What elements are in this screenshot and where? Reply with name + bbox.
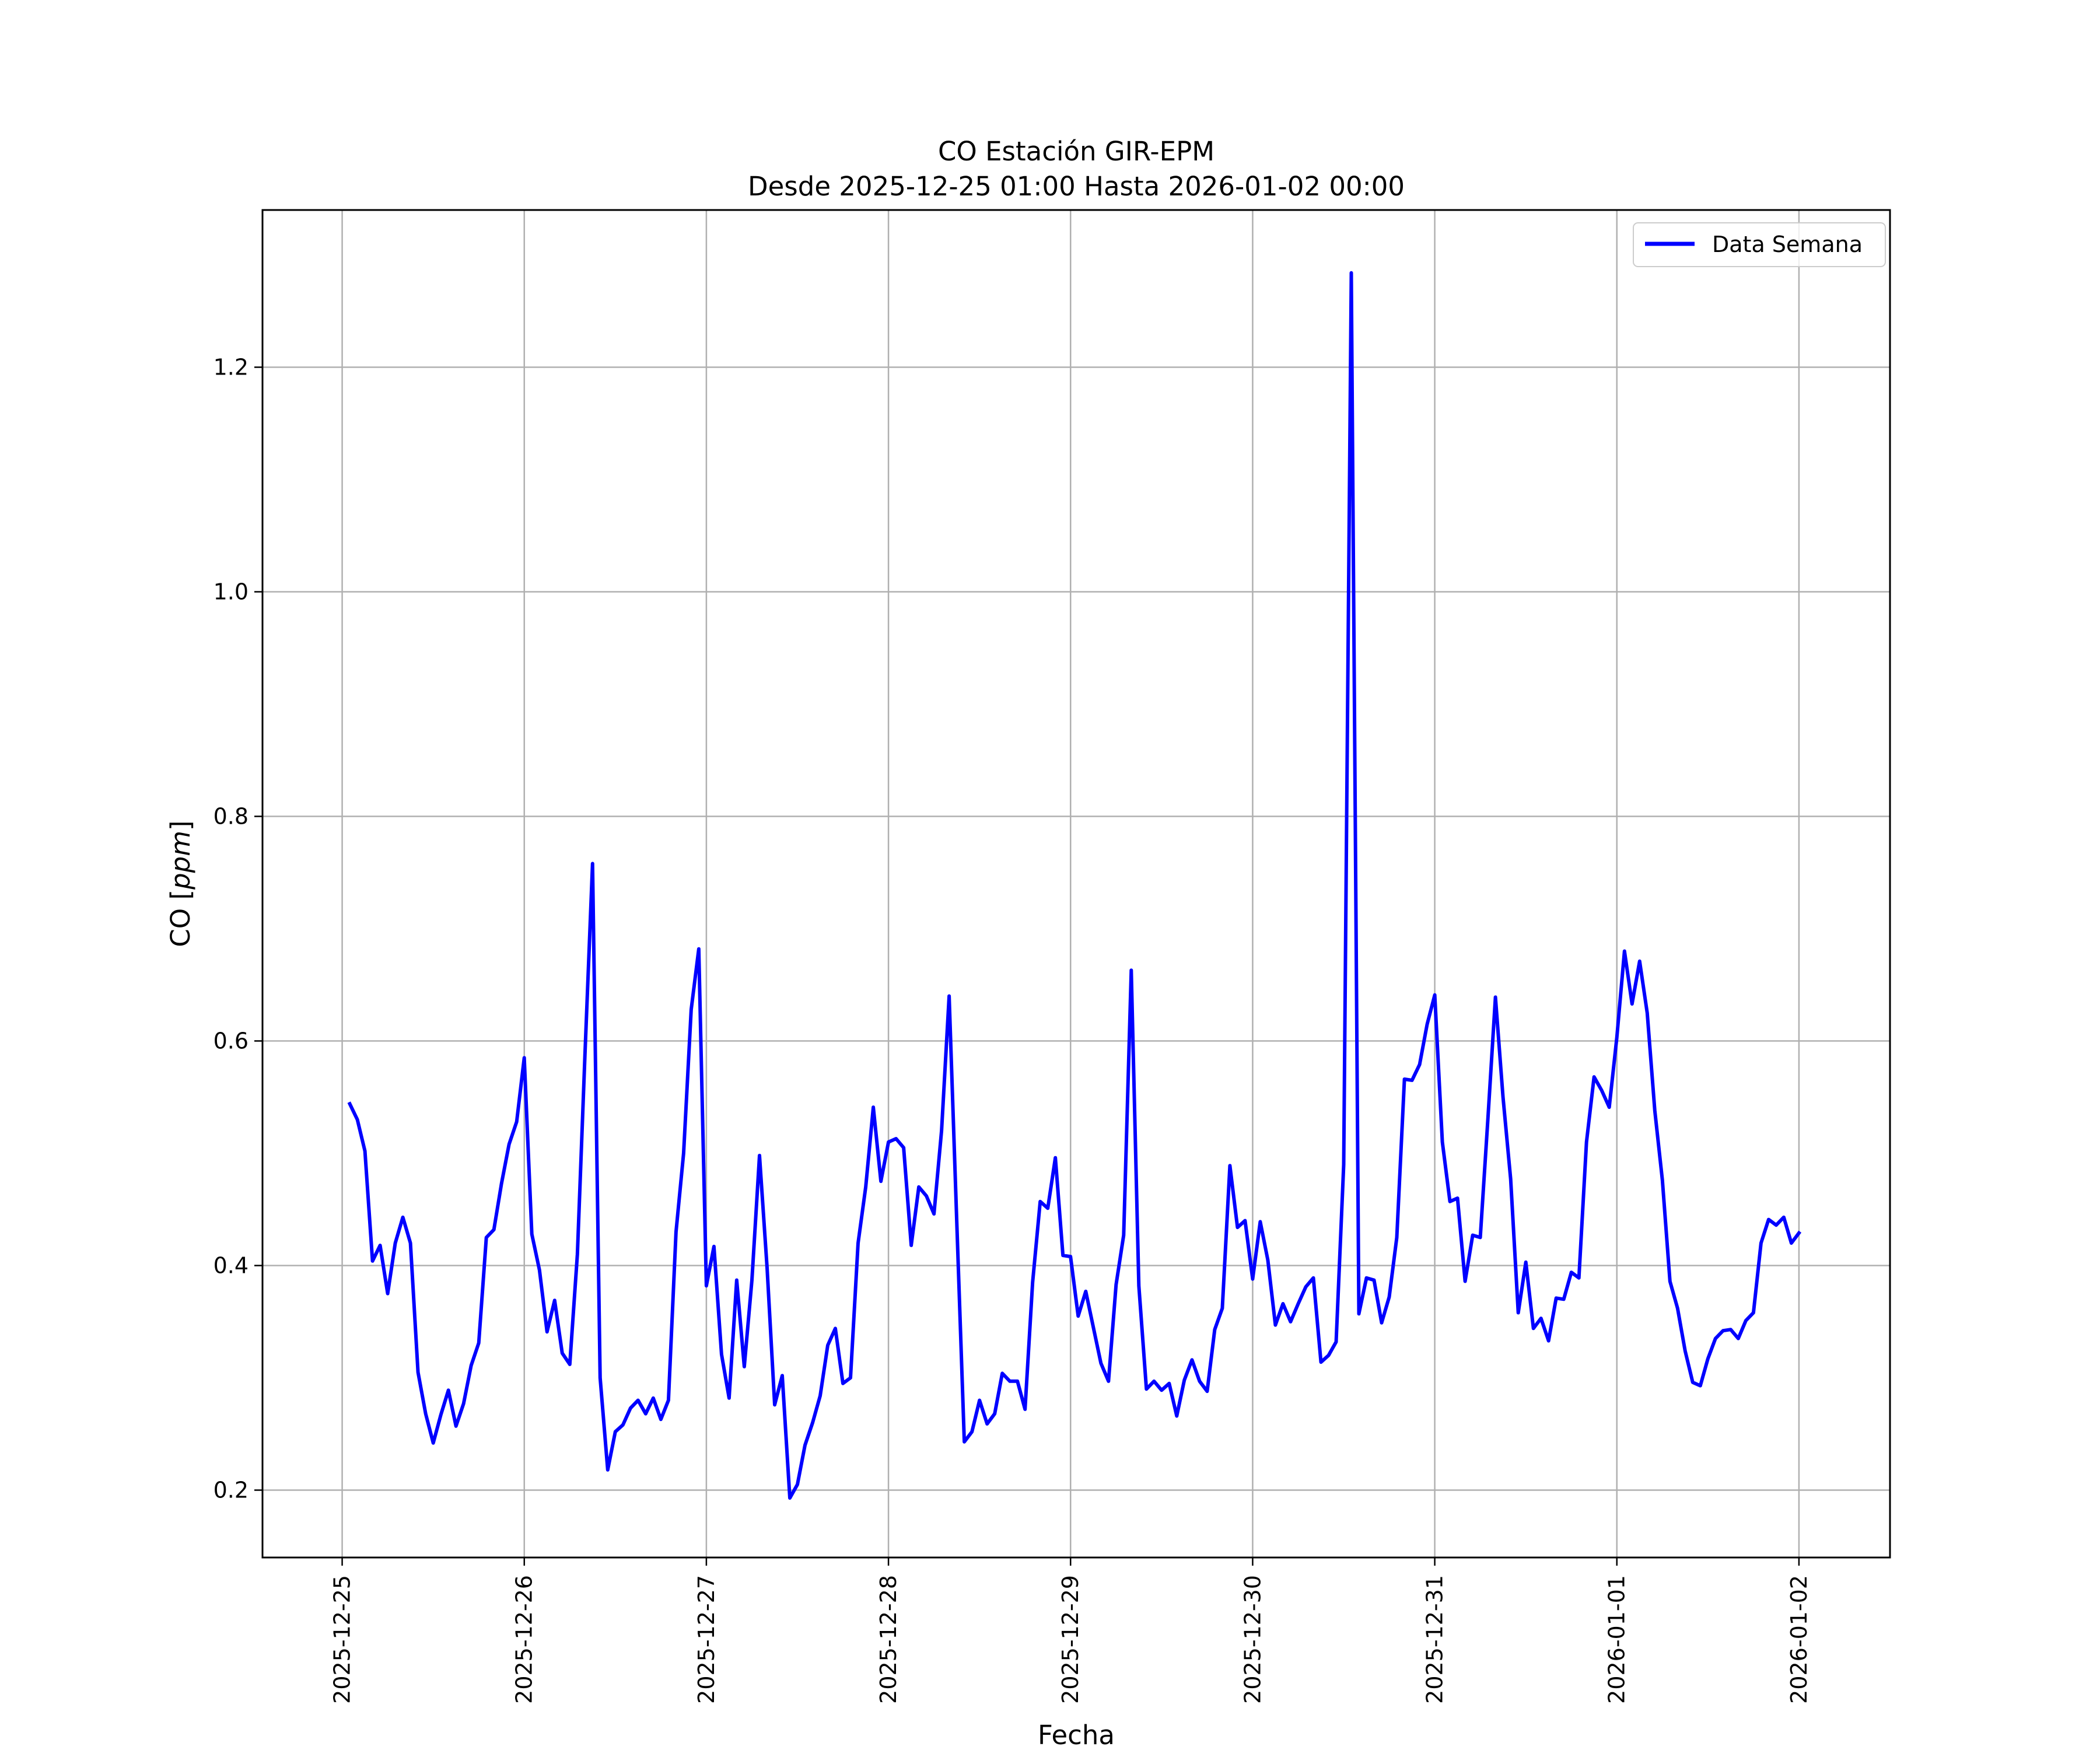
y-axis-label-suffix: ] (165, 820, 196, 831)
x-axis-label: Fecha (1038, 1720, 1115, 1750)
chart-subtitle: Desde 2025-12-25 01:00 Hasta 2026-01-02 … (748, 171, 1405, 202)
x-tick-label: 2025-12-25 (330, 1575, 355, 1704)
x-tick-label: 2025-12-28 (876, 1575, 901, 1704)
x-axis-ticks: 2025-12-25 2025-12-26 2025-12-27 2025-12-28… (330, 1558, 1812, 1704)
x-tick-label: 2026-01-02 (1786, 1575, 1812, 1704)
legend-box (1633, 222, 1886, 267)
x-tick-label: 2025-12-29 (1058, 1575, 1083, 1704)
y-axis-label-unit: ppm (165, 831, 196, 890)
legend: Data Semana (1633, 222, 1886, 267)
y-axis-ticks: 0.2 0.4 0.6 0.8 1.0 1.2 (214, 355, 262, 1503)
y-tick-label: 0.8 (214, 804, 249, 830)
x-tick-label: 2025-12-30 (1240, 1575, 1265, 1704)
y-axis-label: CO [ppm] (165, 820, 196, 947)
plot-area (347, 271, 1802, 1500)
x-tick-label: 2025-12-27 (694, 1575, 719, 1704)
legend-label: Data Semana (1712, 232, 1863, 257)
x-tick-label: 2025-12-26 (512, 1575, 537, 1704)
y-tick-label: 1.2 (214, 355, 249, 380)
y-tick-label: 0.2 (214, 1478, 249, 1503)
grid (262, 210, 1890, 1558)
x-tick-label: 2026-01-01 (1604, 1575, 1630, 1704)
y-tick-label: 1.0 (214, 579, 249, 605)
y-axis-label-prefix: CO [ (165, 890, 196, 947)
series-line-0 (347, 271, 1802, 1500)
y-tick-label: 0.6 (214, 1028, 249, 1054)
axes-frame (261, 209, 1891, 1559)
chart-title: CO Estación GIR-EPM (938, 136, 1214, 167)
x-tick-label: 2025-12-31 (1422, 1575, 1448, 1704)
y-tick-label: 0.4 (214, 1253, 249, 1279)
